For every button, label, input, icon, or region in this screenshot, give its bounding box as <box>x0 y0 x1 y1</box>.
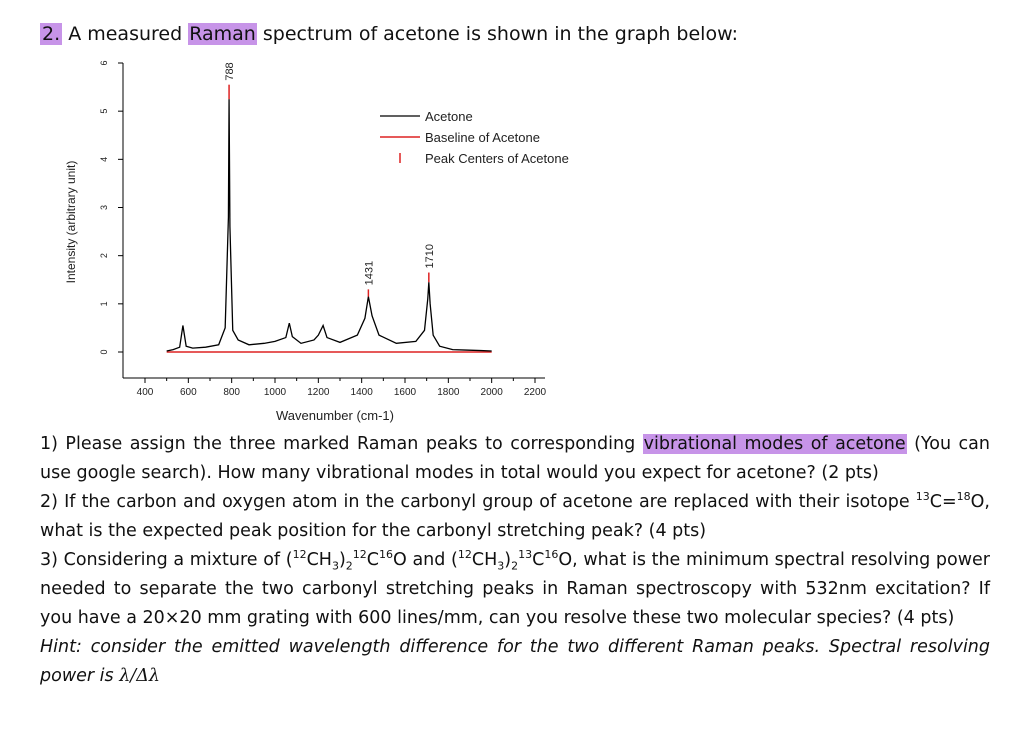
p3-c-a: C <box>366 550 380 570</box>
p3-s13: 13 <box>518 548 533 562</box>
y-tick-label: 3 <box>99 205 109 210</box>
p2-o: O, <box>970 492 990 512</box>
p2-sup-18: 18 <box>956 490 971 504</box>
x-tick-label: 1400 <box>351 387 374 398</box>
x-tick-label: 800 <box>223 387 240 398</box>
chart-ticks: 0 1 2 3 4 5 6 400 600 800 1000 1200 1400 1600 1800 2000… <box>99 60 547 398</box>
x-tick-label: 1200 <box>307 387 330 398</box>
peak-label: 1431 <box>363 261 375 285</box>
x-tick-label: 1800 <box>437 387 460 398</box>
p3-s12b: 12 <box>352 548 367 562</box>
p3-close-a: ) <box>338 550 346 570</box>
p1-before: 1) Please assign the three marked Raman … <box>40 434 643 454</box>
y-tick-label: 6 <box>99 60 109 65</box>
x-tick-label: 1000 <box>264 387 287 398</box>
question-intro-after: spectrum of acetone is shown in the grap… <box>256 23 738 45</box>
question-number: 2. <box>40 23 63 45</box>
y-tick-label: 5 <box>99 109 109 114</box>
x-tick-label: 400 <box>137 387 154 398</box>
hint-text: Hint: consider the emitted wavelength di… <box>40 637 990 686</box>
x-tick-label: 2200 <box>524 387 547 398</box>
hint-formula: λ/Δλ <box>119 666 160 686</box>
p3-c-b: C <box>532 550 545 570</box>
y-axis-label: Intensity (arbitrary unit) <box>64 161 78 284</box>
question-intro-before: A measured <box>68 23 189 45</box>
p2-sup-13: 13 <box>915 490 930 504</box>
x-tick-label: 2000 <box>481 387 504 398</box>
raman-spectrum-chart: 0 1 2 3 4 5 6 400 600 800 1000 1200 1400 1600 1800 2000… <box>64 60 569 423</box>
p3-sub3b: 3 <box>497 559 505 573</box>
peak-label: 788 <box>224 62 236 80</box>
y-tick-label: 1 <box>99 301 109 306</box>
p3-ch3a: CH <box>306 550 332 570</box>
paragraph-2: 2) If the carbon and oxygen atom in the … <box>40 488 990 546</box>
p2-c-eq: C= <box>929 492 957 512</box>
p1-after: (You can use google search). How many vi… <box>40 434 990 483</box>
p2-after: what is the expected peak position for t… <box>40 521 707 541</box>
x-tick-label: 1600 <box>394 387 417 398</box>
p3-sub2a: 2 <box>345 559 353 573</box>
p3-s12c: 12 <box>457 548 472 562</box>
p3-s16b: 16 <box>544 548 559 562</box>
p3-o-and: O and ( <box>393 550 458 570</box>
peak-label: 1710 <box>424 244 436 268</box>
p3-start: 3) Considering a mixture of ( <box>40 550 293 570</box>
legend-peak-label: Peak Centers of Acetone <box>425 151 569 166</box>
highlight-vibrational-modes: vibrational modes of acetone <box>642 434 907 454</box>
chart-axes <box>122 63 545 379</box>
p3-s12a: 12 <box>292 548 307 562</box>
p3-s16a: 16 <box>379 548 394 562</box>
p3-ch3b: CH <box>471 550 498 570</box>
y-tick-label: 2 <box>99 253 109 258</box>
x-tick-label: 600 <box>180 387 197 398</box>
y-tick-label: 0 <box>99 349 109 354</box>
hint-paragraph: Hint: consider the emitted wavelength di… <box>40 633 990 691</box>
p3-sub3a: 3 <box>331 559 339 573</box>
question-heading: 2. A measured Raman spectrum of acetone … <box>40 20 738 48</box>
p2-before: 2) If the carbon and oxygen atom in the … <box>40 492 916 512</box>
y-tick-label: 4 <box>99 157 109 162</box>
highlight-raman: Raman <box>188 23 257 45</box>
paragraph-3: 3) Considering a mixture of (12CH3)212C1… <box>40 546 990 633</box>
x-axis-label: Wavenumber (cm-1) <box>276 408 394 423</box>
legend-baseline-label: Baseline of Acetone <box>425 130 540 145</box>
legend-acetone-label: Acetone <box>425 109 473 124</box>
chart-legend: Acetone Baseline of Acetone Peak Centers o… <box>380 109 569 166</box>
p3-close-b: ) <box>504 550 512 570</box>
p3-rest: O, what is the minimum spectral resolvin… <box>40 550 991 628</box>
p3-sub2b: 2 <box>511 559 519 573</box>
paragraph-1: 1) Please assign the three marked Raman … <box>40 430 990 488</box>
question-body: 1) Please assign the three marked Raman … <box>40 430 990 691</box>
chart-svg: 0 1 2 3 4 5 6 400 600 800 1000 1200 1400 1600 1800 2000… <box>64 60 569 423</box>
chart-peak-markers: 788 1431 1710 <box>224 62 436 297</box>
